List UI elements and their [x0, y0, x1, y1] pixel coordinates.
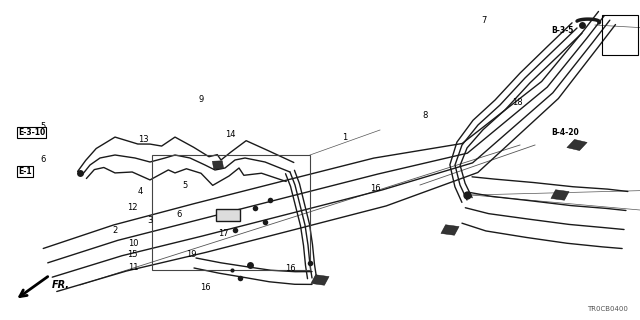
- Text: 9: 9: [198, 95, 204, 104]
- Text: TR0CB0400: TR0CB0400: [587, 306, 628, 312]
- Text: 5: 5: [40, 122, 45, 131]
- Text: 8: 8: [422, 111, 428, 120]
- Text: 6: 6: [176, 210, 181, 219]
- Text: FR.: FR.: [52, 280, 70, 290]
- Text: E-1: E-1: [18, 167, 31, 176]
- Text: 15: 15: [127, 250, 137, 259]
- Bar: [602, 15, 638, 55]
- Text: 1: 1: [342, 133, 348, 142]
- Text: 16: 16: [285, 264, 296, 273]
- Text: 2: 2: [112, 226, 117, 235]
- Polygon shape: [567, 140, 587, 150]
- Bar: [216, 209, 239, 221]
- Text: 18: 18: [512, 98, 523, 107]
- Text: 16: 16: [200, 284, 211, 292]
- Text: 6: 6: [40, 156, 45, 164]
- Text: 10: 10: [128, 239, 138, 248]
- Text: 7: 7: [481, 16, 486, 25]
- Polygon shape: [551, 190, 569, 200]
- Text: 17: 17: [218, 229, 228, 238]
- Polygon shape: [311, 275, 329, 285]
- Text: 11: 11: [128, 263, 138, 272]
- Text: B-4-20: B-4-20: [552, 128, 579, 137]
- Polygon shape: [441, 225, 459, 235]
- Text: B-3-5: B-3-5: [552, 26, 574, 35]
- Text: 4: 4: [138, 188, 143, 196]
- Text: 5: 5: [182, 181, 188, 190]
- Text: 19: 19: [186, 250, 196, 259]
- Bar: [152, 155, 310, 270]
- Text: 3: 3: [147, 216, 152, 225]
- Polygon shape: [212, 161, 223, 169]
- Text: E-3-10: E-3-10: [18, 128, 45, 137]
- Text: 16: 16: [370, 184, 381, 193]
- Text: 13: 13: [138, 135, 148, 144]
- Text: 14: 14: [225, 130, 236, 139]
- Text: 12: 12: [127, 204, 137, 212]
